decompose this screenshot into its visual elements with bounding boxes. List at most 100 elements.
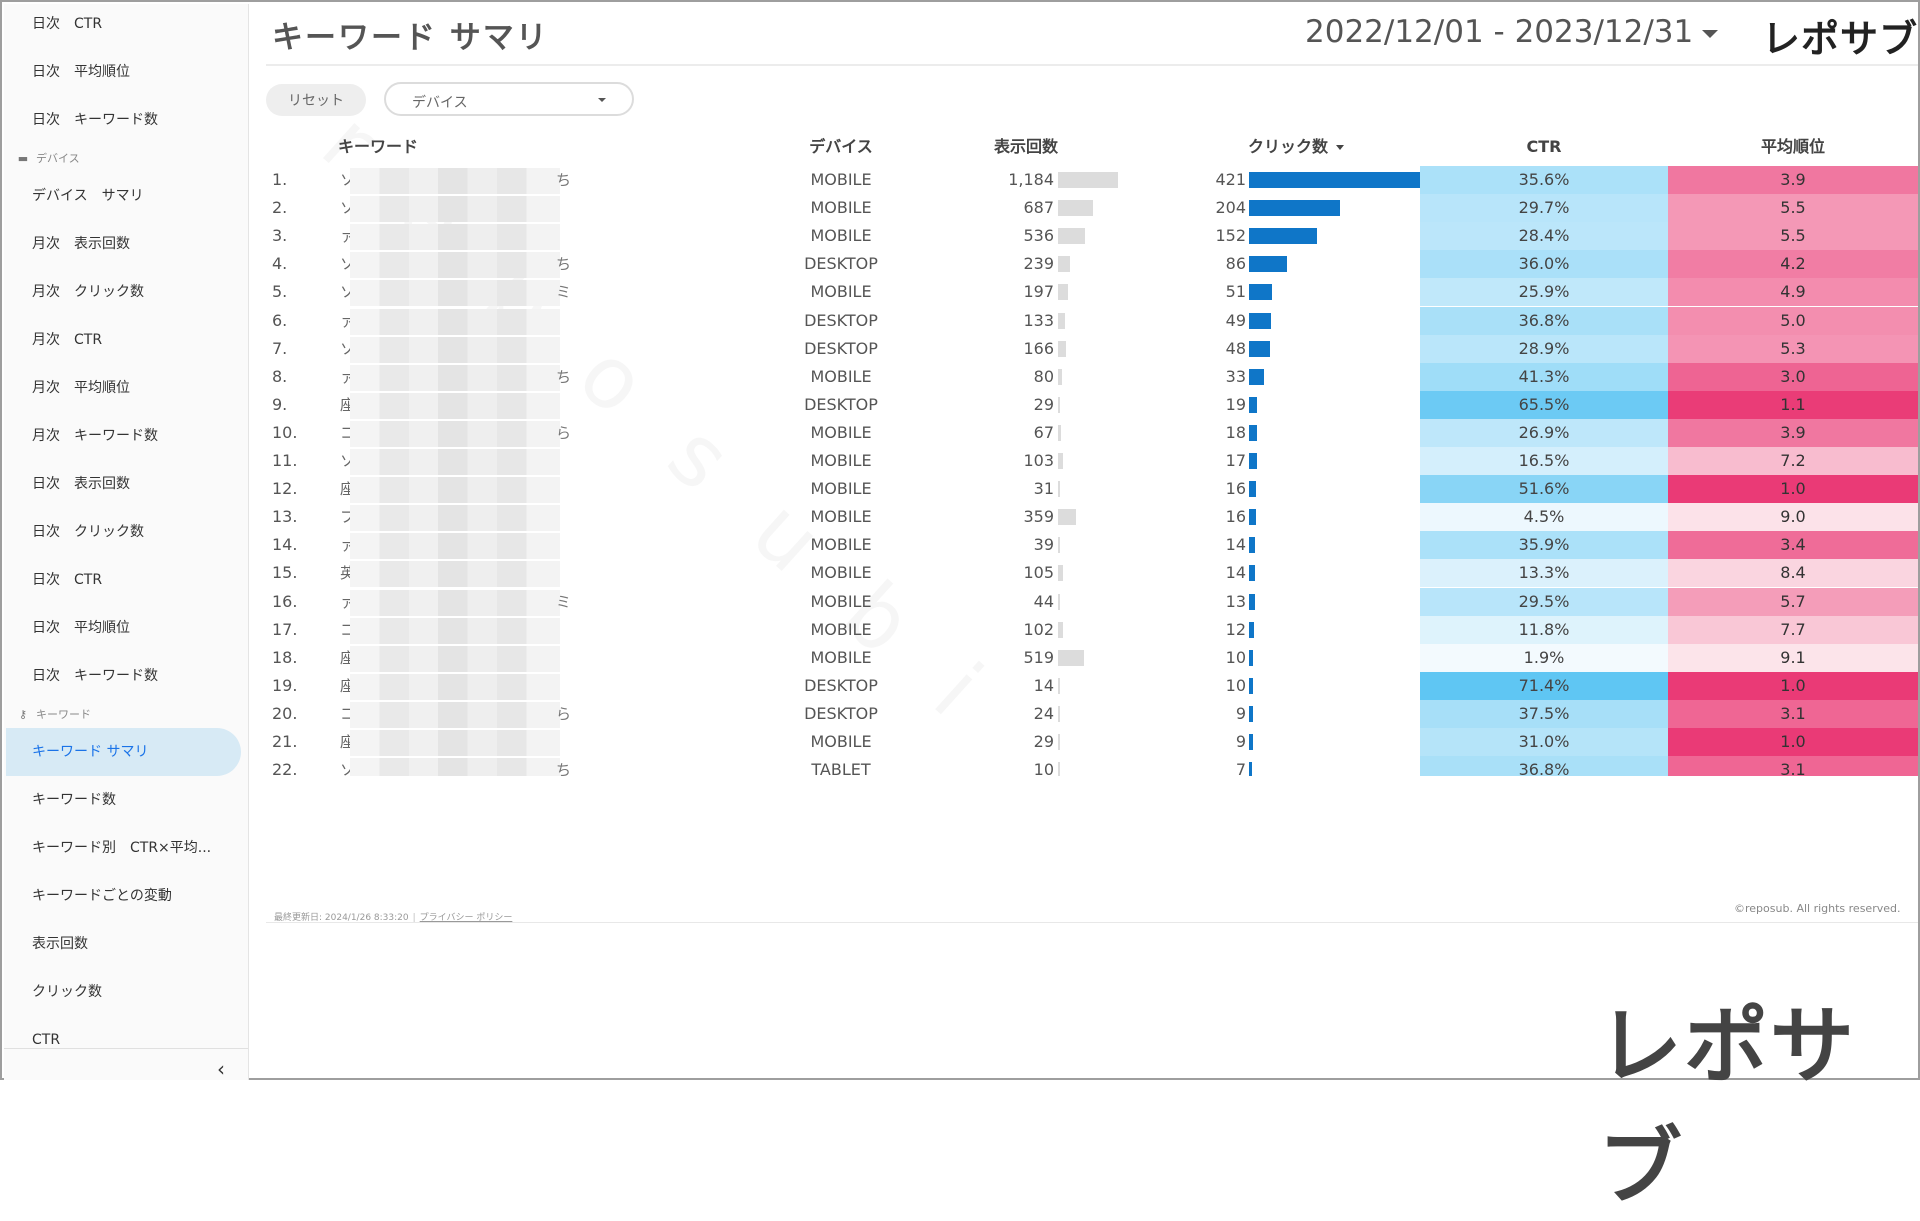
sidebar-item-2[interactable]: 日次 キーワード数 [32, 112, 158, 128]
impressions-value: 31 [1033, 479, 1054, 499]
device-cell: MOBILE [810, 198, 872, 218]
sidebar-item-22[interactable]: CTR [32, 1032, 61, 1048]
clicks-value: 16 [1225, 507, 1246, 527]
table-row[interactable]: 14. ァ MOBILE 39 14 35.9% 3.4 [266, 531, 1918, 560]
device-filter-dropdown[interactable]: デバイス [384, 82, 634, 116]
keyword-cell[interactable]: コ [338, 700, 568, 728]
collapse-sidebar-button[interactable]: ‹ [217, 1057, 225, 1080]
keyword-cell[interactable]: ソ [338, 194, 568, 223]
sidebar-item-13[interactable]: 日次 平均順位 [32, 620, 130, 636]
sidebar-item-5[interactable]: 月次 表示回数 [32, 236, 130, 252]
sidebar-item-14[interactable]: 日次 キーワード数 [32, 668, 158, 684]
keyword-cell[interactable]: 英 [338, 559, 568, 588]
ctr-cell: 25.9% [1420, 278, 1668, 307]
keyword-cell[interactable]: コ [338, 616, 568, 644]
table-row[interactable]: 17. コ MOBILE 102 12 11.8% 7.7 [266, 615, 1918, 644]
privacy-policy-link[interactable]: プライバシー ポリシー [419, 913, 513, 923]
table-row[interactable]: 9. 座 DESKTOP 29 19 65.5% 1.1 [266, 390, 1918, 419]
sidebar-item-11[interactable]: 日次 クリック数 [32, 524, 144, 540]
device-cell: MOBILE [810, 619, 872, 639]
keyword-cell[interactable]: フ [338, 503, 568, 532]
table-row[interactable]: 2. ソ MOBILE 687 204 29.7% 5.5 [266, 194, 1918, 223]
sidebar-item-4[interactable]: デバイス サマリ [32, 188, 144, 204]
column-header-keyword[interactable]: キーワード [338, 137, 419, 156]
table-row[interactable]: 6. ァ DESKTOP 133 49 36.8% 5.0 [266, 306, 1918, 335]
keyword-cell[interactable]: ァ [338, 531, 568, 560]
sidebar-item-9[interactable]: 月次 キーワード数 [32, 428, 158, 444]
avg-rank-cell: 1.0 [1668, 475, 1918, 504]
table-row[interactable]: 11. ソ MOBILE 103 17 16.5% 7.2 [266, 447, 1918, 476]
sidebar-item-1[interactable]: 日次 平均順位 [32, 64, 130, 80]
column-header-impressions[interactable]: 表示回数 [993, 137, 1058, 156]
table-row[interactable]: 1. ソち MOBILE 1,184 421 35.6% 3.9 [266, 166, 1918, 195]
date-range-picker[interactable]: 2022/12/01 - 2023/12/31 [1305, 14, 1694, 50]
table-row[interactable]: 18. 座 MOBILE 519 10 1.9% 9.1 [266, 643, 1918, 672]
table-row[interactable]: 10. コら MOBILE 67 18 26.9% 3.9 [266, 418, 1918, 447]
table-row[interactable]: 15. 英 MOBILE 105 14 13.3% 8.4 [266, 559, 1918, 588]
keyword-cell[interactable]: 座 [338, 475, 568, 504]
date-range-dropdown-icon[interactable] [1702, 30, 1718, 38]
sidebar-item-12[interactable]: 日次 CTR [32, 572, 103, 588]
keyword-cell[interactable]: ソ [338, 756, 568, 776]
impressions-bar [1058, 256, 1071, 273]
row-index: 3. [272, 226, 288, 246]
table-row[interactable]: 12. 座 MOBILE 31 16 51.6% 1.0 [266, 475, 1918, 504]
keyword-last-char: ミ [556, 283, 572, 302]
sidebar-item-20[interactable]: 表示回数 [32, 936, 88, 952]
keyword-cell[interactable]: 座 [338, 644, 568, 672]
device-cell: DESKTOP [804, 338, 878, 358]
table-row[interactable]: 20. コら DESKTOP 24 9 37.5% 3.1 [266, 699, 1918, 728]
keyword-cell[interactable]: ァ [338, 588, 568, 616]
column-header-ctr[interactable]: CTR [1526, 137, 1562, 156]
sidebar-item-18[interactable]: キーワード別 CTR×平均... [32, 840, 212, 856]
device-cell: MOBILE [810, 507, 872, 527]
sidebar-item-16[interactable]: キーワード サマリ [6, 728, 241, 776]
column-header-device[interactable]: デバイス [809, 137, 873, 156]
last-updated-text: 最終更新日: 2024/1/26 8:33:20 [274, 913, 409, 923]
keyword-cell[interactable]: ソ [338, 278, 568, 307]
clicks-bar [1249, 256, 1288, 273]
keyword-cell[interactable]: ァ [338, 363, 568, 391]
table-row[interactable]: 5. ソミ MOBILE 197 51 25.9% 4.9 [266, 278, 1918, 307]
keyword-cell[interactable]: コ [338, 419, 568, 447]
keyword-cell[interactable]: 座 [338, 391, 568, 419]
table-row[interactable]: 16. ァミ MOBILE 44 13 29.5% 5.7 [266, 587, 1918, 616]
sidebar-item-8[interactable]: 月次 平均順位 [32, 380, 130, 396]
avg-rank-cell: 5.5 [1668, 194, 1918, 223]
device-cell: DESKTOP [804, 310, 878, 330]
footer-separator: | [412, 913, 416, 923]
table-row[interactable]: 21. 座 MOBILE 29 9 31.0% 1.0 [266, 728, 1918, 757]
keyword-cell[interactable]: 座 [338, 728, 568, 757]
sidebar-item-6[interactable]: 月次 クリック数 [32, 284, 144, 300]
sidebar-item-19[interactable]: キーワードごとの変動 [32, 888, 172, 904]
keyword-cell[interactable]: ソ [338, 166, 568, 195]
table-row[interactable]: 7. ソ DESKTOP 166 48 28.9% 5.3 [266, 334, 1918, 363]
avg-rank-cell: 5.0 [1668, 306, 1918, 335]
keyword-cell[interactable]: ソ [338, 335, 568, 363]
table-row[interactable]: 3. ァ MOBILE 536 152 28.4% 5.5 [266, 222, 1918, 251]
ctr-cell: 1.9% [1420, 643, 1668, 672]
sidebar-item-0[interactable]: 日次 CTR [32, 16, 103, 32]
column-header-clicks[interactable]: クリック数 [1146, 132, 1446, 162]
avg-rank-cell: 5.7 [1668, 587, 1918, 616]
sidebar-item-21[interactable]: クリック数 [32, 984, 102, 1000]
column-header-avg-rank[interactable]: 平均順位 [1760, 137, 1825, 156]
avg-rank-cell: 3.9 [1668, 418, 1918, 447]
sidebar-item-17[interactable]: キーワード数 [32, 792, 116, 808]
table-row[interactable]: 4. ソち DESKTOP 239 86 36.0% 4.2 [266, 250, 1918, 279]
row-index: 12. [272, 479, 298, 499]
clicks-bar [1249, 453, 1257, 469]
keyword-cell[interactable]: ソ [338, 250, 568, 279]
table-row[interactable]: 13. フ MOBILE 359 16 4.5% 9.0 [266, 503, 1918, 532]
sidebar-item-7[interactable]: 月次 CTR [32, 332, 103, 348]
device-cell: MOBILE [810, 479, 872, 499]
keyword-cell[interactable]: 座 [338, 672, 568, 700]
table-row[interactable]: 8. ァち MOBILE 80 33 41.3% 3.0 [266, 362, 1918, 391]
keyword-cell[interactable]: ソ [338, 447, 568, 476]
table-row[interactable]: 22. ソち TABLET 10 7 36.8% 3.1 [266, 756, 1918, 776]
keyword-cell[interactable]: ァ [338, 307, 568, 335]
table-row[interactable]: 19. 座 DESKTOP 14 10 71.4% 1.0 [266, 671, 1918, 700]
keyword-cell[interactable]: ァ [338, 222, 568, 251]
sidebar-item-10[interactable]: 日次 表示回数 [32, 476, 130, 492]
reset-button[interactable]: リセット [266, 84, 366, 116]
